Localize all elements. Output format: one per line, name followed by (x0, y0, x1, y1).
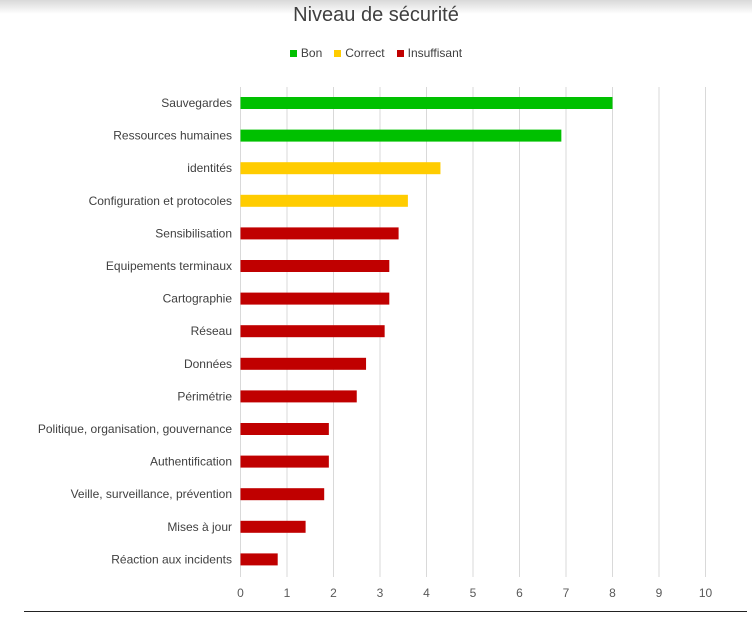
bar-8 (240, 357, 367, 370)
x-tick-label-0: 0 (237, 586, 244, 600)
bar-12 (240, 488, 325, 501)
legend-label-correct: Correct (345, 46, 385, 60)
category-label-7: Réseau (191, 324, 232, 338)
legend-swatch-bon (289, 49, 297, 57)
legend-item-bon: Bon (289, 46, 323, 60)
bar-1 (240, 129, 562, 142)
x-tick-label-4: 4 (423, 586, 430, 600)
legend-swatch-insuffisant (396, 49, 404, 57)
category-label-9: Périmétrie (177, 389, 232, 403)
category-label-5: Equipements terminaux (106, 259, 232, 273)
x-tick-label-7: 7 (563, 586, 570, 600)
chart-title: Niveau de sécurité (293, 4, 459, 26)
legend-label-insuffisant: Insuffisant (407, 46, 463, 60)
x-tick-label-10: 10 (699, 586, 713, 600)
bar-14 (240, 553, 278, 566)
x-tick-label-9: 9 (656, 586, 663, 600)
x-tick-label-5: 5 (470, 586, 477, 600)
category-label-13: Mises à jour (167, 520, 232, 534)
bar-3 (240, 194, 408, 207)
bar-6 (240, 292, 390, 305)
bar-10 (240, 423, 329, 435)
category-label-12: Veille, surveillance, prévention (71, 487, 232, 501)
bottom-rule (24, 611, 747, 612)
category-label-8: Données (184, 357, 232, 371)
bar-11 (240, 455, 329, 468)
category-label-14: Réaction aux incidents (111, 552, 232, 566)
category-label-11: Authentification (150, 455, 232, 469)
x-tick-label-8: 8 (609, 586, 616, 600)
legend-item-insuffisant: Insuffisant (396, 46, 463, 60)
bar-7 (240, 325, 385, 338)
bar-5 (240, 260, 390, 272)
bar-2 (240, 162, 441, 175)
legend-swatch-correct (334, 49, 342, 57)
bar-0 (240, 97, 613, 109)
bar-13 (240, 520, 306, 533)
x-tick-label-3: 3 (377, 586, 384, 600)
category-label-0: Sauvegardes (161, 96, 232, 110)
category-label-4: Sensibilisation (155, 226, 232, 240)
bar-9 (240, 390, 357, 403)
category-label-2: identités (187, 161, 232, 175)
top-shade (0, 0, 752, 14)
category-label-6: Cartographie (163, 292, 233, 306)
x-tick-label-6: 6 (516, 586, 523, 600)
x-tick-label-2: 2 (330, 586, 337, 600)
bar-4 (240, 227, 399, 240)
chart-legend: Bon Correct Insuffisant (0, 46, 752, 60)
category-label-3: Configuration et protocoles (89, 194, 232, 208)
x-tick-label-1: 1 (284, 586, 291, 600)
legend-item-correct: Correct (334, 46, 385, 60)
category-label-1: Ressources humaines (113, 129, 232, 143)
category-label-10: Politique, organisation, gouvernance (38, 422, 232, 436)
legend-label-bon: Bon (300, 46, 323, 60)
